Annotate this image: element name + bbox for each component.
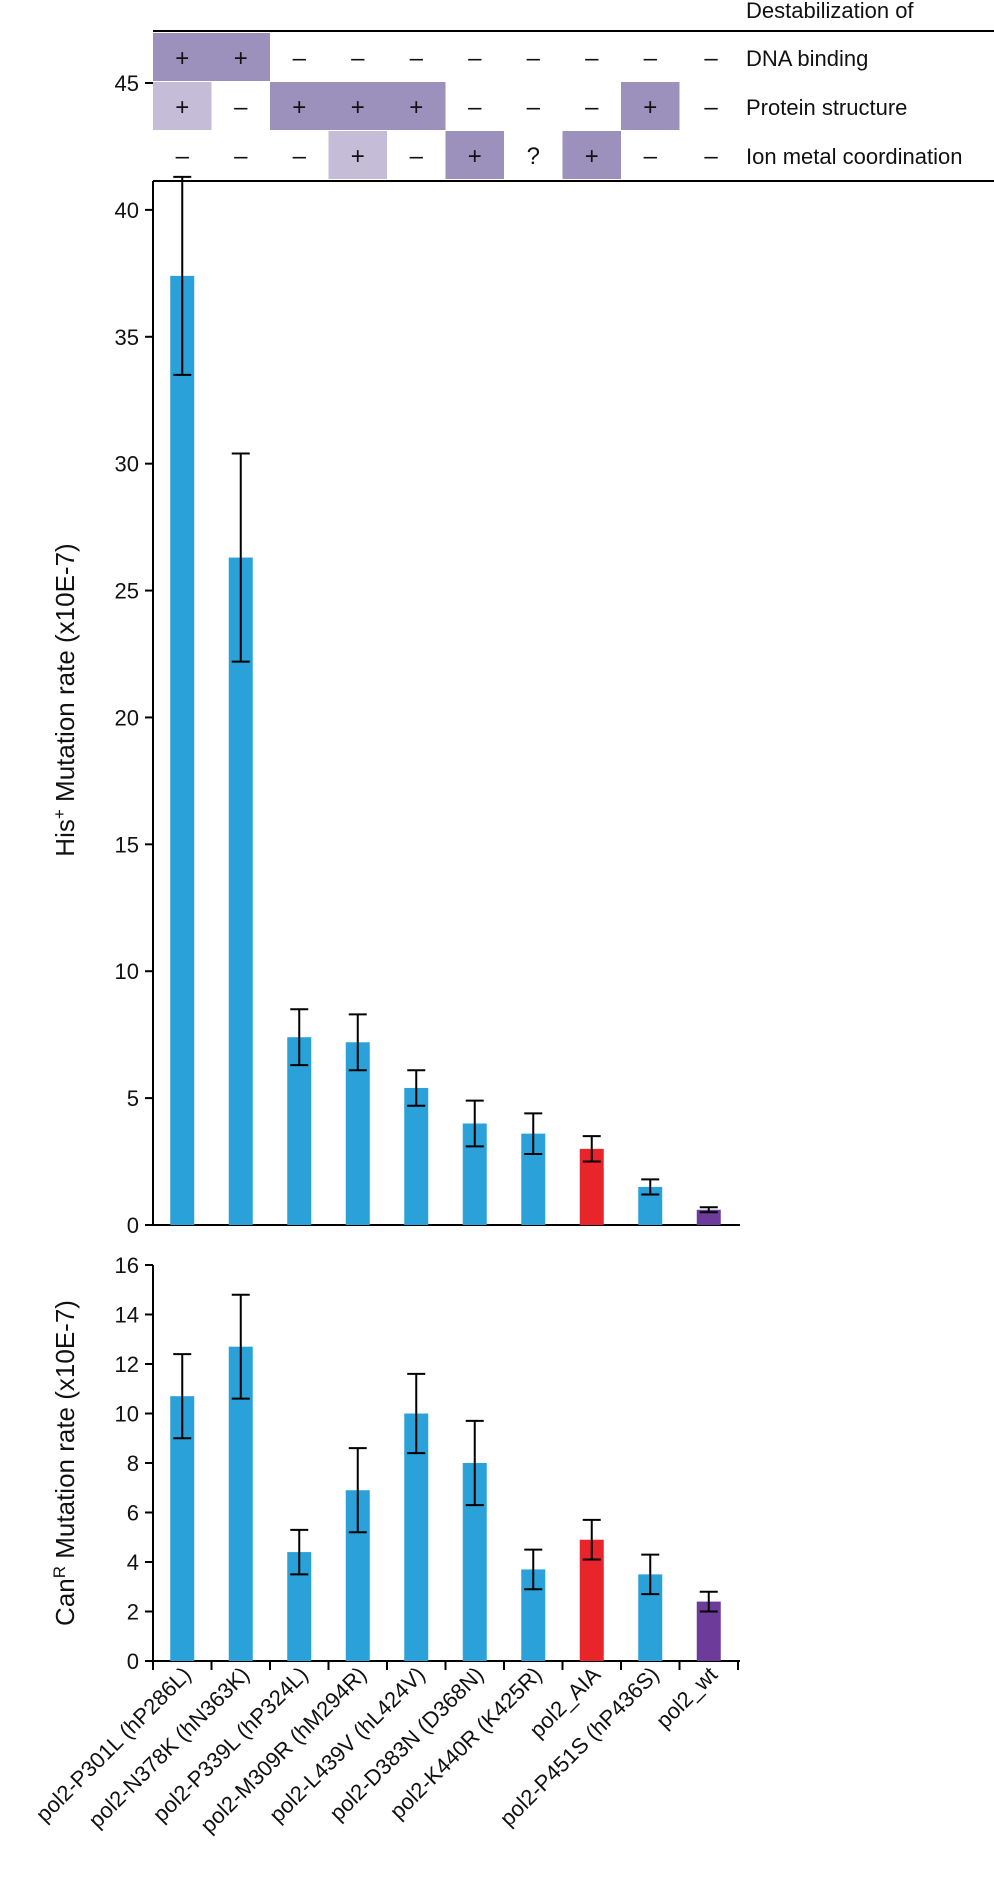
table-cell-symbol: + — [643, 94, 657, 121]
can-y-tick-label: 8 — [127, 1451, 139, 1476]
table-cell-shade — [328, 82, 387, 130]
table-cell-symbol: + — [234, 45, 248, 72]
table-cell-symbol: + — [175, 94, 189, 121]
table-cell-shade — [153, 33, 212, 81]
his-y-tick-label: 15 — [115, 832, 139, 857]
his-y-axis-title: His+ Mutation rate (x10E-7) — [50, 543, 80, 856]
can-y-ticks: 0 2 4 6 8 10 12 14 16 — [115, 1253, 153, 1674]
his-y-tick-label: 40 — [115, 198, 139, 223]
table-cell-symbol: – — [644, 45, 658, 72]
can-y-tick-label: 12 — [115, 1352, 139, 1377]
table-cell-symbol: + — [468, 143, 482, 170]
his-y-tick-label: 20 — [115, 705, 139, 730]
his-bar — [170, 275, 195, 1226]
can-bars — [170, 1293, 721, 1661]
table-cell-symbol: – — [351, 45, 365, 72]
table-cell-shade — [153, 82, 212, 130]
table-cell-shade — [445, 131, 504, 179]
table-cell-symbol: – — [293, 45, 307, 72]
category-labels: pol2-P301L (hP286L)pol2-N378K (hN363K)po… — [31, 1662, 722, 1838]
can-chart: 0 2 4 6 8 10 12 14 16 CanR Mutation rate (x10E-7… — [50, 1253, 740, 1674]
his-bar — [345, 1042, 370, 1225]
table-cell-symbol: – — [527, 94, 541, 121]
table-cell-shade — [562, 131, 621, 179]
can-bar — [404, 1413, 429, 1661]
table-cell-shade — [211, 33, 270, 81]
table-cell-symbol: – — [293, 143, 307, 170]
table-cell-symbol: + — [409, 94, 423, 121]
can-y-tick-label: 2 — [127, 1600, 139, 1625]
table-cell-shading — [153, 33, 680, 179]
his-y-tick-label: 10 — [115, 959, 139, 984]
his-y-tick-label: 45 — [115, 71, 139, 96]
his-bar — [228, 557, 253, 1225]
can-y-tick-label: 4 — [127, 1550, 139, 1575]
table-cell-symbol: – — [527, 45, 541, 72]
table-cell-symbol: – — [468, 45, 482, 72]
category-label: pol2_wt — [651, 1662, 722, 1733]
his-bar — [404, 1087, 429, 1225]
table-cell-symbol: – — [644, 143, 658, 170]
destabilization-table: Destabilization of DNA binding Protein s… — [153, 0, 994, 182]
his-bar — [287, 1037, 312, 1225]
his-y-tick-label: 30 — [115, 452, 139, 477]
row-label-protein-structure: Protein structure — [746, 95, 907, 120]
can-y-tick-label: 16 — [115, 1253, 139, 1278]
his-bars — [170, 175, 721, 1226]
x-tick-marks — [152, 1661, 739, 1670]
table-cell-symbol: – — [468, 94, 482, 121]
table-cell-symbol: – — [585, 94, 599, 121]
table-cell-shade — [621, 82, 680, 130]
table-cell-symbol-wt: – — [704, 143, 718, 170]
table-cell-symbol-wt: – — [704, 45, 718, 72]
his-y-tick-label: 5 — [127, 1086, 139, 1111]
table-title: Destabilization of — [746, 0, 914, 23]
table-cell-symbol: – — [176, 143, 190, 170]
table-symbols: + + – – – – – – – – + – + + + – – – + – – – – + – +? + – – — [175, 45, 718, 170]
table-cell-symbol: + — [175, 45, 189, 72]
can-y-tick-label: 0 — [127, 1649, 139, 1674]
table-cell-shade — [387, 82, 446, 130]
table-cell-symbol: – — [234, 143, 248, 170]
row-label-ion-metal-coordination: Ion metal coordination — [746, 144, 962, 169]
his-bar — [696, 1209, 721, 1225]
table-cell-symbol: + — [351, 143, 365, 170]
can-y-axis-title: CanR Mutation rate (x10E-7) — [50, 1300, 80, 1626]
can-bar — [170, 1396, 195, 1661]
can-y-tick-label: 10 — [115, 1402, 139, 1427]
table-cell-symbol: – — [410, 45, 424, 72]
table-cell-symbol-wt: – — [704, 94, 718, 121]
table-cell-symbol: – — [585, 45, 599, 72]
row-label-dna-binding: DNA binding — [746, 46, 868, 71]
table-cell-symbol: + — [292, 94, 306, 121]
table-cell-symbol: – — [410, 143, 424, 170]
table-cell-symbol: – — [234, 94, 248, 121]
table-cell-shade — [270, 82, 329, 130]
table-cell-symbol: + — [585, 143, 599, 170]
table-cell-symbol: + — [351, 94, 365, 121]
can-y-tick-label: 6 — [127, 1501, 139, 1526]
can-y-tick-label: 14 — [115, 1303, 139, 1328]
his-y-tick-label: 25 — [115, 579, 139, 604]
table-cell-shade — [328, 131, 387, 179]
his-chart: 0 5 10 15 20 25 30 35 40 45 His+ Mutation rate (x… — [50, 71, 740, 1238]
his-y-tick-label: 0 — [127, 1213, 139, 1238]
his-y-tick-label: 35 — [115, 325, 139, 350]
his-y-ticks: 0 5 10 15 20 25 30 35 40 45 — [115, 71, 153, 1238]
table-cell-symbol: ? — [527, 143, 540, 170]
